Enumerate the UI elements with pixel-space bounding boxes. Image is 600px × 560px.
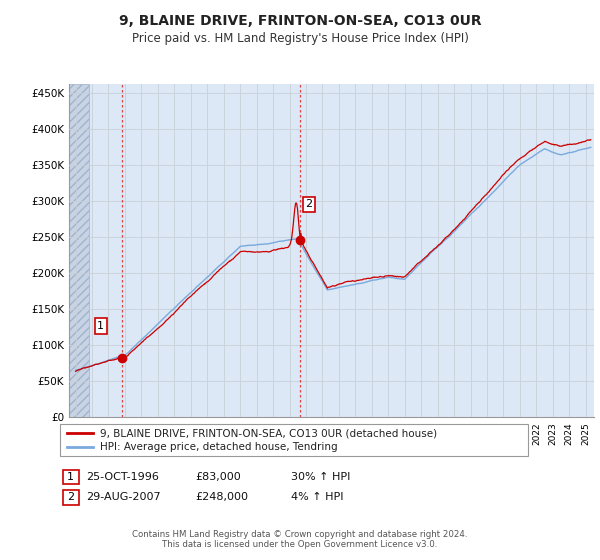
Text: 2: 2 <box>305 199 313 209</box>
Bar <box>69 84 89 417</box>
Text: Price paid vs. HM Land Registry's House Price Index (HPI): Price paid vs. HM Land Registry's House … <box>131 32 469 45</box>
Text: This data is licensed under the Open Government Licence v3.0.: This data is licensed under the Open Gov… <box>163 540 437 549</box>
Text: 2: 2 <box>67 492 74 502</box>
Text: £83,000: £83,000 <box>195 472 241 482</box>
Text: 9, BLAINE DRIVE, FRINTON-ON-SEA, CO13 0UR (detached house): 9, BLAINE DRIVE, FRINTON-ON-SEA, CO13 0U… <box>100 428 437 438</box>
Text: 30% ↑ HPI: 30% ↑ HPI <box>291 472 350 482</box>
Text: 29-AUG-2007: 29-AUG-2007 <box>86 492 160 502</box>
Text: 1: 1 <box>97 321 104 331</box>
Text: Contains HM Land Registry data © Crown copyright and database right 2024.: Contains HM Land Registry data © Crown c… <box>132 530 468 539</box>
Text: HPI: Average price, detached house, Tendring: HPI: Average price, detached house, Tend… <box>100 442 338 452</box>
Text: 9, BLAINE DRIVE, FRINTON-ON-SEA, CO13 0UR: 9, BLAINE DRIVE, FRINTON-ON-SEA, CO13 0U… <box>119 14 481 28</box>
Text: 1: 1 <box>67 472 74 482</box>
Text: 25-OCT-1996: 25-OCT-1996 <box>86 472 158 482</box>
Text: 4% ↑ HPI: 4% ↑ HPI <box>291 492 343 502</box>
Text: £248,000: £248,000 <box>195 492 248 502</box>
